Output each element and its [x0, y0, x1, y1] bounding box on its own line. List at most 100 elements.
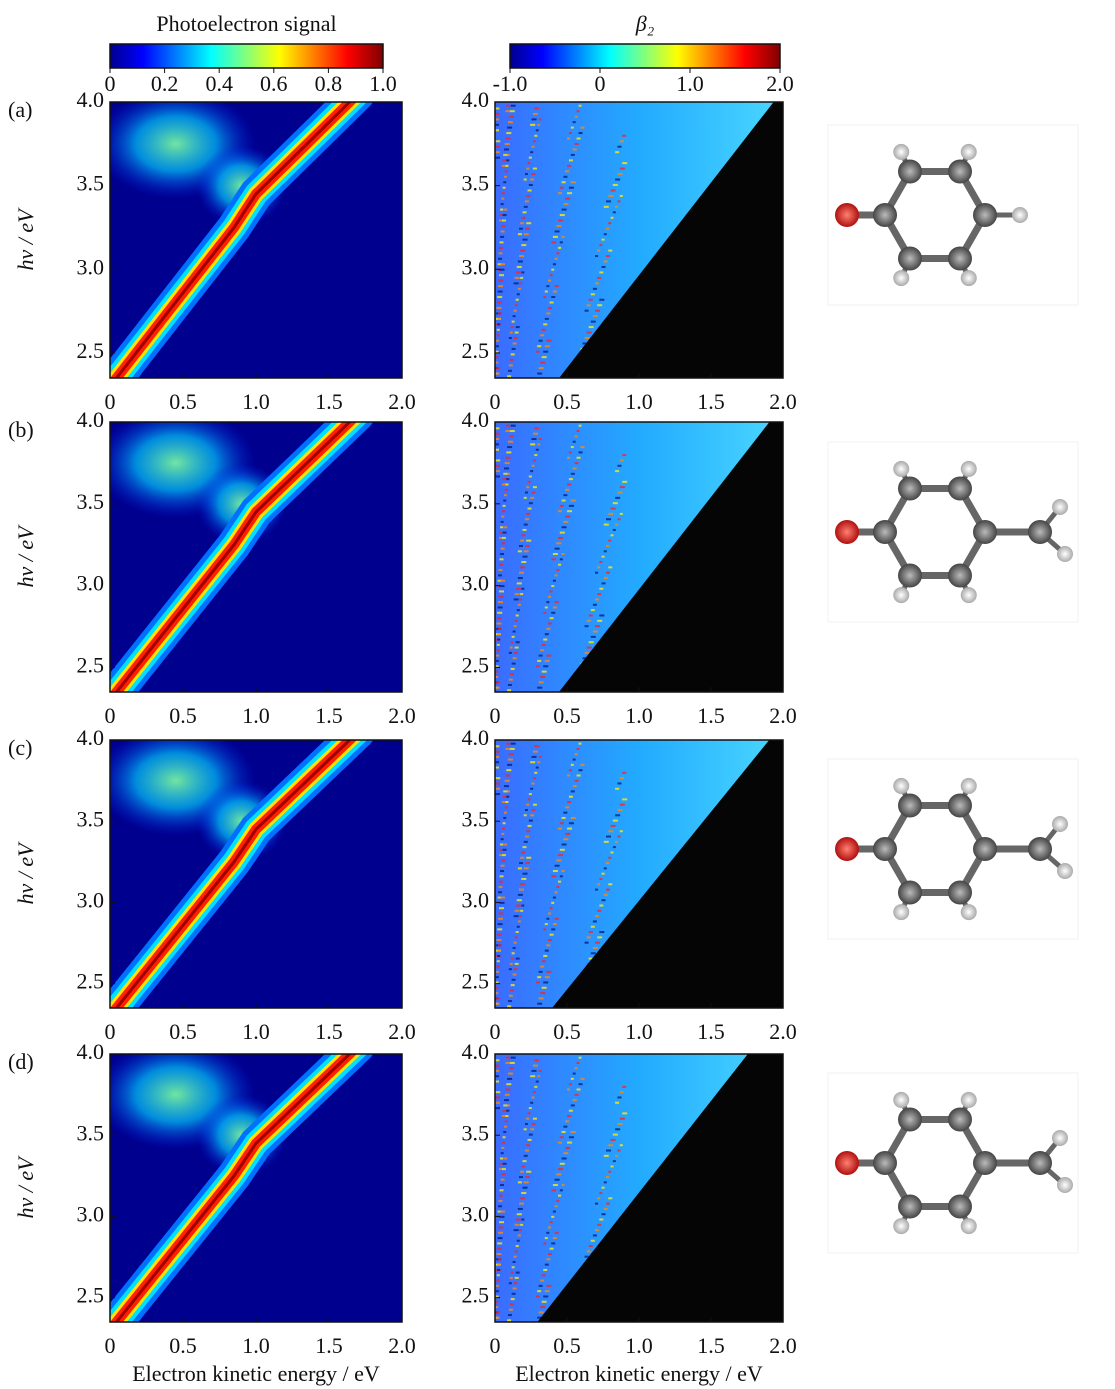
heatmap-noise	[565, 488, 570, 491]
heatmap-noise	[497, 928, 503, 931]
heatmap-noise	[567, 483, 572, 486]
x-tick-label: 1.0	[242, 1019, 270, 1044]
heatmap-noise	[495, 1080, 499, 1083]
heatmap-noise	[549, 590, 553, 593]
heatmap-noise	[549, 617, 554, 620]
heatmap-image	[495, 102, 783, 378]
heatmap-noise	[601, 582, 606, 585]
heatmap-noise	[498, 257, 503, 260]
heatmap-noise	[503, 494, 507, 497]
heatmap-noise	[502, 214, 507, 217]
heatmap-noise	[617, 200, 621, 203]
heatmap-noise	[574, 435, 578, 438]
heatmap-noise	[612, 819, 618, 822]
heatmap-noise	[496, 965, 500, 968]
heatmap-noise	[537, 372, 543, 375]
heatmap-noise	[599, 271, 604, 274]
x-axis-label: Electron kinetic energy / eV	[515, 1361, 763, 1386]
heatmap-noise	[615, 205, 619, 208]
heatmap-noise	[608, 856, 612, 859]
heatmap-noise	[559, 531, 565, 534]
x-tick-label: 0.5	[169, 703, 197, 728]
heatmap-noise	[505, 456, 511, 459]
heatmap-noise	[546, 627, 551, 630]
heatmap-noise	[523, 867, 529, 870]
y-axis-label: hν / eV	[13, 207, 38, 271]
heatmap-noise	[551, 268, 555, 271]
y-tick-label: 3.5	[77, 489, 105, 514]
heatmap-noise	[524, 544, 530, 547]
heatmap-noise	[551, 928, 556, 931]
heatmap-noise	[513, 941, 517, 944]
heatmap-noise	[595, 282, 600, 285]
carbon	[973, 837, 997, 861]
heatmap-noise	[608, 830, 614, 833]
heatmap-noise	[527, 824, 532, 827]
heatmap-noise	[567, 1115, 572, 1118]
heatmap-noise	[517, 233, 522, 236]
heatmap-noise	[523, 1181, 529, 1184]
heatmap-noise	[622, 798, 628, 801]
colorbar-title: Photoelectron signal	[156, 11, 336, 36]
heatmap-noise	[541, 328, 546, 331]
heatmap-noise	[537, 1316, 543, 1319]
heatmap-noise	[495, 151, 501, 154]
heatmap-noise	[501, 542, 506, 545]
heatmap-noise	[503, 153, 509, 156]
heatmap-noise	[520, 883, 526, 886]
heatmap-noise	[495, 659, 499, 662]
heatmap-noise	[503, 1099, 509, 1102]
heatmap-noise	[501, 164, 507, 167]
heatmap-image	[110, 1054, 402, 1322]
heatmap-noise	[543, 928, 547, 931]
heatmap-noise	[619, 140, 624, 143]
heatmap-noise	[595, 888, 599, 891]
heatmap-noise	[554, 257, 558, 260]
heatmap-noise	[603, 893, 608, 896]
heatmap-noise	[595, 309, 601, 312]
heatmap-noise	[605, 518, 611, 521]
heatmap-noise	[528, 1133, 533, 1136]
heatmap-noise	[499, 241, 504, 244]
heatmap-noise	[497, 611, 503, 614]
heatmap-noise	[582, 342, 588, 345]
heatmap-noise	[499, 1162, 503, 1165]
heatmap-noise	[608, 1197, 613, 1200]
hydrogen	[893, 1218, 910, 1235]
heatmap-noise	[530, 496, 535, 499]
heatmap-noise	[572, 785, 577, 788]
heatmap-noise	[516, 609, 520, 612]
heatmap-noise	[498, 1226, 504, 1229]
y-tick-label: 4.0	[462, 1039, 490, 1064]
heatmap-noise	[507, 1072, 513, 1075]
heatmap-noise	[526, 830, 531, 833]
heatmap-noise	[612, 1133, 618, 1136]
heatmap-noise	[522, 846, 527, 849]
heatmap-noise	[597, 276, 602, 279]
heatmap-noise	[517, 1207, 523, 1210]
heatmap-noise	[498, 1194, 503, 1197]
panel-label: (a)	[8, 97, 32, 122]
heatmap-noise	[497, 579, 502, 582]
hydrogen	[1057, 863, 1073, 879]
heatmap-noise	[515, 1271, 520, 1274]
heatmap-noise	[498, 601, 504, 604]
heatmap-noise	[538, 118, 542, 121]
heatmap-noise	[503, 811, 507, 814]
heatmap-noise	[622, 454, 627, 457]
hydrogen	[960, 143, 977, 160]
carbon	[948, 1194, 972, 1219]
heatmap-noise	[578, 1083, 583, 1086]
heatmap-noise	[568, 1083, 572, 1086]
heatmap-noise	[597, 936, 603, 939]
heatmap-noise	[540, 361, 546, 364]
x-tick-label: 0	[105, 1019, 116, 1044]
y-tick-label: 3.0	[462, 254, 490, 279]
heatmap-noise	[599, 877, 603, 880]
heatmap-noise	[601, 1186, 605, 1189]
heatmap-noise	[595, 598, 600, 601]
heatmap-noise	[535, 1080, 539, 1083]
heatmap-noise	[570, 1077, 574, 1080]
heatmap-noise	[504, 488, 508, 491]
heatmap-noise	[508, 753, 514, 756]
